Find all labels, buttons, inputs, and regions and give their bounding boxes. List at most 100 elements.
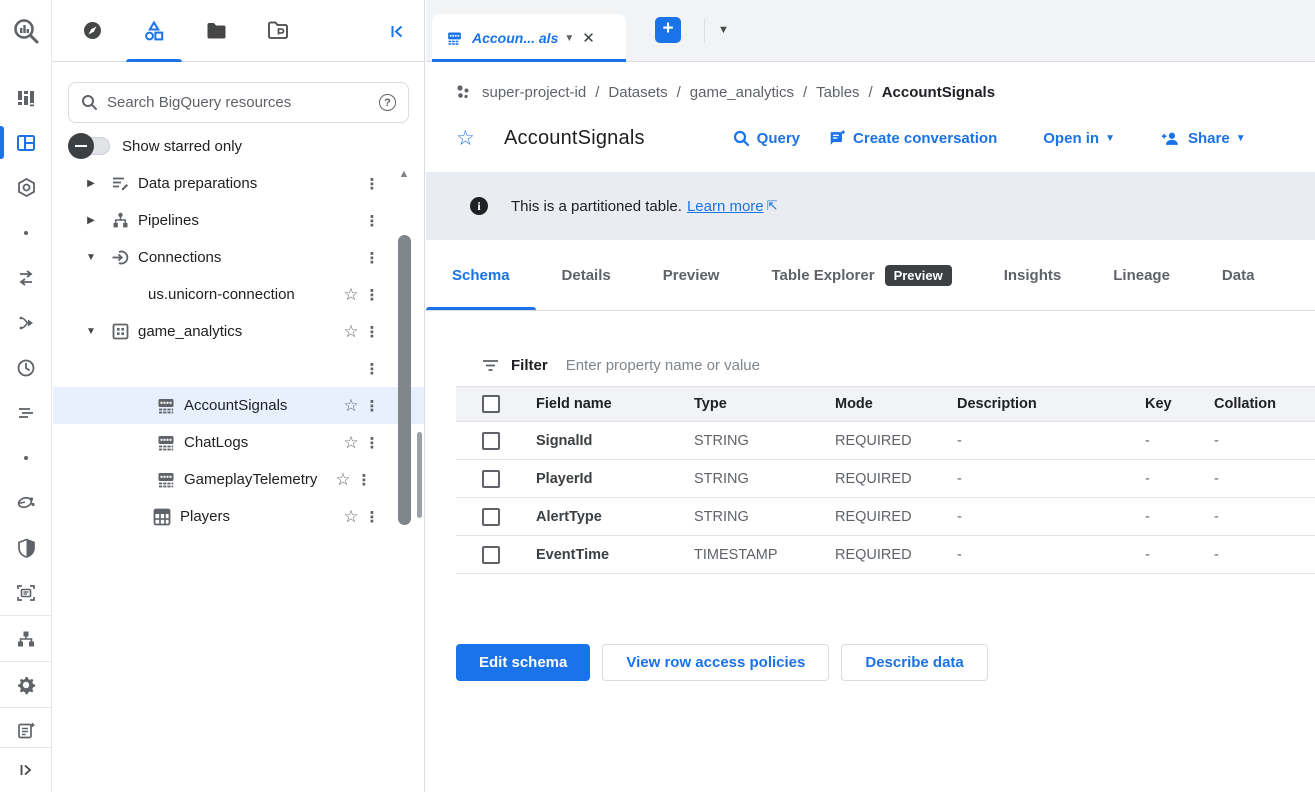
search-input[interactable]: [107, 94, 379, 111]
starred-toggle-row: Show starred only: [68, 132, 409, 160]
connections-icon: [110, 248, 130, 268]
scrollbar-up-icon[interactable]: ▲: [398, 168, 410, 180]
help-icon[interactable]: ?: [379, 94, 396, 111]
dataflow-icon[interactable]: [0, 300, 52, 345]
info-icon: i: [470, 197, 488, 215]
transfers-icon[interactable]: [0, 255, 52, 300]
sharing-icon[interactable]: [0, 480, 52, 525]
star-icon[interactable]: ☆: [335, 469, 351, 489]
collapse-panel-icon[interactable]: [380, 0, 414, 62]
filter-icon: [483, 359, 498, 371]
more-menu-icon[interactable]: ⋮: [364, 286, 380, 304]
breadcrumb-project[interactable]: super-project-id: [482, 83, 587, 101]
scheduling-icon[interactable]: [0, 345, 52, 390]
star-icon[interactable]: ☆: [343, 321, 359, 341]
explorer-header: [53, 0, 424, 62]
open-in-menu[interactable]: Open in ▼: [1043, 129, 1116, 147]
breadcrumb-tables[interactable]: Tables: [816, 83, 860, 101]
filter-input[interactable]: [565, 356, 986, 374]
more-menu-icon[interactable]: ⋮: [356, 471, 372, 489]
more-menu-icon[interactable]: ⋮: [364, 175, 380, 193]
more-menu-icon[interactable]: ⋮: [364, 508, 380, 526]
tab-preview[interactable]: Preview: [662, 266, 720, 284]
discover-icon[interactable]: [61, 0, 123, 62]
row-checkbox[interactable]: [482, 469, 500, 488]
project-folder-icon[interactable]: [247, 0, 309, 62]
chevron-right-icon[interactable]: ▶: [87, 215, 95, 226]
notes-icon[interactable]: [0, 708, 52, 753]
editor-tab-accountsignals[interactable]: Accoun... als ▼ ✕: [432, 14, 626, 62]
partitioned-table-icon: [156, 470, 176, 490]
rail-divider: [0, 615, 52, 616]
select-all-checkbox[interactable]: [482, 395, 500, 413]
view-row-access-policies-button[interactable]: View row access policies: [602, 644, 830, 681]
query-button[interactable]: Query: [733, 130, 800, 147]
rail-dot-icon: [0, 210, 52, 255]
more-menu-icon[interactable]: ⋮: [364, 323, 380, 341]
more-menu-icon[interactable]: ⋮: [364, 434, 380, 452]
breadcrumb-datasets[interactable]: Datasets: [608, 83, 668, 101]
partner-icon[interactable]: [0, 570, 52, 615]
monitoring-icon[interactable]: [0, 75, 52, 120]
explorer-shapes-icon[interactable]: [123, 0, 185, 62]
starred-toggle[interactable]: [68, 133, 112, 159]
capacity-icon[interactable]: [0, 390, 52, 435]
edit-schema-button[interactable]: Edit schema: [456, 644, 591, 681]
star-icon[interactable]: ☆: [343, 395, 359, 415]
close-icon[interactable]: ✕: [582, 30, 595, 47]
star-icon[interactable]: ☆: [343, 284, 359, 304]
more-menu-icon[interactable]: ⋮: [364, 212, 380, 230]
star-icon[interactable]: ☆: [456, 126, 475, 150]
tree-item-connection-us-unicorn[interactable]: us.unicorn-connection ☆ ⋮: [53, 276, 424, 313]
chevron-down-icon[interactable]: ▼: [86, 326, 96, 337]
breadcrumb: super-project-id / Datasets / game_analy…: [454, 80, 995, 104]
tree-item-dataset-game-analytics[interactable]: ▼ game_analytics ☆ ⋮: [53, 313, 424, 350]
chevron-down-icon[interactable]: ▼: [86, 252, 96, 263]
breadcrumb-dataset[interactable]: game_analytics: [689, 83, 794, 101]
scrollbar-thumb-thin[interactable]: [417, 432, 422, 518]
tree-item-table-chatlogs[interactable]: ChatLogs ☆ ⋮: [53, 424, 424, 461]
more-menu-icon[interactable]: ⋮: [364, 249, 380, 267]
star-icon[interactable]: ☆: [343, 506, 359, 526]
explorer-panel: ? Show starred only ▶ Data preparations …: [53, 0, 425, 792]
data-canvas-icon[interactable]: [0, 165, 52, 210]
settings-icon[interactable]: [0, 662, 52, 707]
tree-item-pipelines[interactable]: ▶ Pipelines ⋮: [53, 202, 424, 239]
governance-icon[interactable]: [0, 525, 52, 570]
describe-data-button[interactable]: Describe data: [841, 644, 988, 681]
share-menu[interactable]: Share ▼: [1161, 130, 1246, 147]
more-menu-icon[interactable]: ⋮: [364, 397, 380, 415]
editor-tab-bar: Accoun... als ▼ ✕ + ▼: [426, 0, 1315, 62]
learn-more-link[interactable]: Learn more: [686, 197, 764, 215]
resources-icon[interactable]: [0, 616, 52, 661]
external-link-icon: ⇱: [766, 198, 778, 213]
tab-insights[interactable]: Insights: [1003, 266, 1062, 284]
tree-item-table-players[interactable]: Players ☆ ⋮: [53, 498, 424, 535]
tab-lineage[interactable]: Lineage: [1113, 266, 1170, 284]
expand-panel-icon[interactable]: [0, 747, 52, 792]
more-menu-icon[interactable]: ⋮: [364, 360, 380, 378]
star-icon[interactable]: ☆: [343, 432, 359, 452]
tab-details[interactable]: Details: [561, 266, 611, 284]
create-conversation-button[interactable]: Create conversation: [828, 129, 997, 147]
chevron-down-icon[interactable]: ▼: [564, 32, 575, 44]
search-box: ?: [68, 82, 409, 123]
breadcrumb-current: AccountSignals: [881, 83, 996, 101]
chevron-right-icon[interactable]: ▶: [87, 178, 95, 189]
tab-overflow-icon[interactable]: ▼: [718, 24, 729, 36]
row-checkbox[interactable]: [482, 507, 500, 526]
tree-item-connections[interactable]: ▼ Connections ⋮: [53, 239, 424, 276]
tab-table-explorer[interactable]: Table Explorer Preview: [745, 240, 977, 310]
scrollbar-thumb[interactable]: [398, 235, 411, 525]
row-checkbox[interactable]: [482, 545, 500, 564]
tree-item-empty[interactable]: ⋮: [53, 350, 424, 387]
row-checkbox[interactable]: [482, 431, 500, 450]
tree-item-table-accountsignals[interactable]: AccountSignals ☆ ⋮: [53, 387, 424, 424]
tree-item-table-gameplaytelemetry[interactable]: GameplayTelemetry ☆ ⋮: [53, 461, 424, 498]
tree-item-data-preparations[interactable]: ▶ Data preparations ⋮: [53, 165, 424, 202]
folder-icon[interactable]: [185, 0, 247, 62]
workspace-icon[interactable]: [0, 120, 52, 165]
tab-schema[interactable]: Schema: [426, 240, 536, 310]
tab-data[interactable]: Data: [1221, 266, 1255, 284]
new-tab-button[interactable]: +: [655, 17, 681, 43]
